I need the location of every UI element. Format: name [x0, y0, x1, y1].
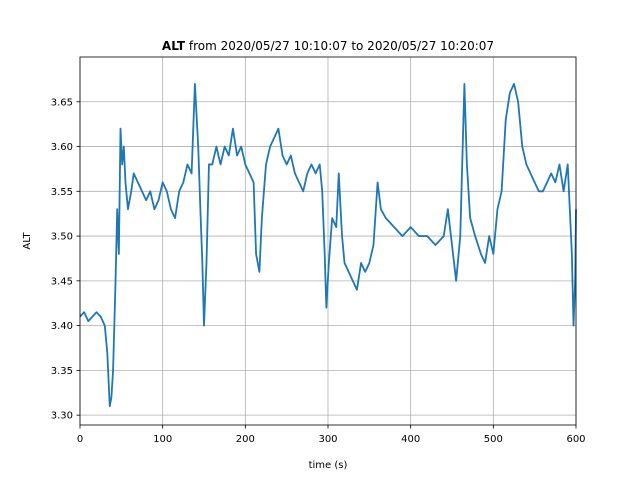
x-axis-label: time (s)	[309, 460, 348, 471]
y-axis-label: ALT	[22, 232, 33, 250]
x-tick-label: 600	[566, 434, 585, 445]
x-tick-label: 100	[153, 434, 172, 445]
y-tick-label: 3.40	[51, 321, 73, 332]
y-tick-label: 3.50	[51, 232, 73, 243]
title-text: from 2020/05/27 10:10:07 to 2020/05/27 1…	[189, 39, 494, 53]
x-tick-label: 400	[401, 434, 420, 445]
plot-frame	[79, 56, 577, 426]
x-tick-label: 0	[77, 434, 83, 445]
chart-title: ALT from 2020/05/27 10:10:07 to 2020/05/…	[162, 39, 494, 53]
data-line	[79, 82, 577, 408]
y-tick-label: 3.60	[51, 142, 73, 153]
y-tick-label: 3.45	[51, 276, 73, 287]
y-tick-label: 3.35	[51, 366, 73, 377]
title-bold: ALT	[162, 39, 186, 53]
x-tick-label: 300	[318, 434, 337, 445]
y-tick-label: 3.30	[51, 411, 73, 422]
x-tick-label: 500	[484, 434, 503, 445]
y-tick-label: 3.55	[51, 187, 73, 198]
x-tick-label: 200	[236, 434, 255, 445]
y-tick-label: 3.65	[51, 97, 73, 108]
